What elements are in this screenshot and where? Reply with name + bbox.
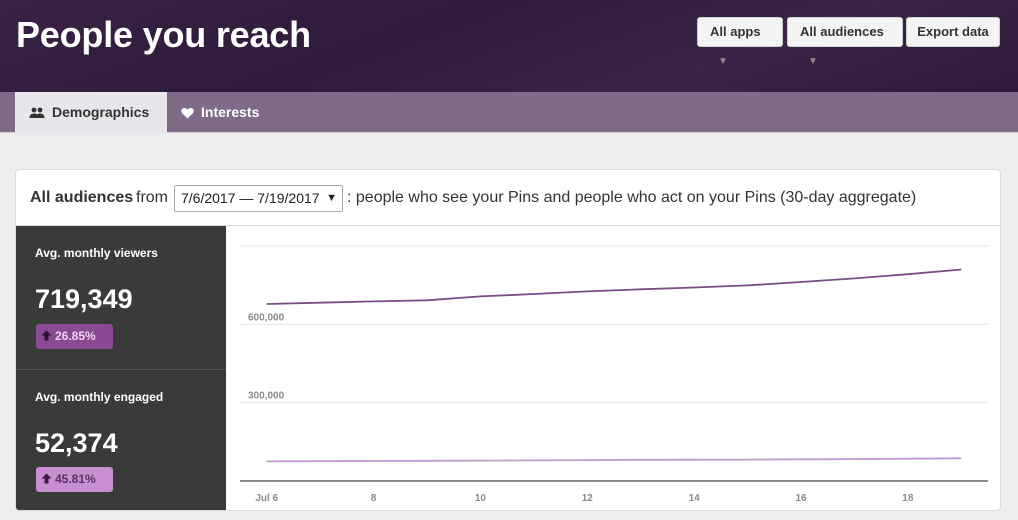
stat-label: Avg. monthly engaged bbox=[35, 390, 164, 404]
change-value: 26.85% bbox=[55, 329, 96, 343]
apps-dropdown-label: All apps bbox=[710, 24, 761, 39]
export-data-button[interactable]: Export data bbox=[906, 17, 1000, 47]
change-badge: 26.85% bbox=[36, 324, 113, 349]
audience-card: All audiences from 7/6/2017 — 7/19/2017 … bbox=[15, 169, 1001, 511]
tab-interests[interactable]: Interests bbox=[167, 92, 277, 133]
change-value: 45.81% bbox=[55, 472, 96, 486]
heart-icon bbox=[181, 107, 194, 119]
stat-engaged[interactable]: Avg. monthly engaged 52,374 45.81% bbox=[16, 369, 226, 510]
chevron-down-icon: ▼ bbox=[326, 192, 337, 204]
y-tick-label: 600,000 bbox=[248, 312, 285, 323]
x-tick-label: Jul 6 bbox=[255, 493, 278, 504]
stat-value: 719,349 bbox=[35, 284, 133, 314]
page-header: People you reach All apps ▼ All audiences… bbox=[0, 0, 1018, 92]
arrow-up-icon bbox=[41, 473, 52, 484]
from-label: from bbox=[136, 189, 168, 206]
apps-dropdown[interactable]: All apps ▼ bbox=[697, 17, 783, 67]
series-line-viewers bbox=[266, 268, 962, 305]
people-icon bbox=[29, 107, 45, 118]
audience-label: All audiences bbox=[30, 189, 134, 206]
tab-demographics-label: Demographics bbox=[52, 104, 150, 120]
change-badge: 45.81% bbox=[36, 467, 113, 492]
date-range-value: 7/6/2017 — 7/19/2017 bbox=[181, 190, 320, 206]
tab-interests-label: Interests bbox=[201, 104, 260, 120]
stat-label: Avg. monthly viewers bbox=[35, 246, 158, 260]
x-tick-label: 10 bbox=[475, 493, 487, 504]
page-title: People you reach bbox=[16, 14, 311, 55]
stat-viewers[interactable]: Avg. monthly viewers 719,349 26.85% bbox=[16, 226, 226, 368]
reach-line-chart: 600,000 300,000 Jul 6 8 10 12 14 16 18 bbox=[240, 245, 988, 504]
x-tick-label: 18 bbox=[902, 493, 914, 504]
chevron-down-icon: ▼ bbox=[808, 56, 818, 67]
card-header: All audiences from 7/6/2017 — 7/19/2017 … bbox=[16, 170, 1000, 226]
x-tick-label: 14 bbox=[689, 493, 701, 504]
stats-panel: Avg. monthly viewers 719,349 26.85% Avg.… bbox=[16, 226, 226, 510]
arrow-up-icon bbox=[41, 330, 52, 341]
audiences-dropdown[interactable]: All audiences ▼ bbox=[787, 17, 903, 67]
y-tick-label: 300,000 bbox=[248, 391, 285, 402]
card-description: : people who see your Pins and people wh… bbox=[347, 189, 917, 206]
tab-bar: Demographics Interests bbox=[0, 92, 1018, 133]
audiences-dropdown-label: All audiences bbox=[800, 24, 884, 39]
date-range-select[interactable]: 7/6/2017 — 7/19/2017 ▼ bbox=[174, 185, 343, 212]
series-line-engaged bbox=[266, 457, 962, 463]
stat-value: 52,374 bbox=[35, 428, 118, 458]
x-tick-label: 12 bbox=[582, 493, 594, 504]
chevron-down-icon: ▼ bbox=[718, 56, 728, 67]
tab-demographics[interactable]: Demographics bbox=[15, 92, 167, 133]
x-tick-label: 8 bbox=[371, 493, 377, 504]
x-tick-label: 16 bbox=[795, 493, 807, 504]
